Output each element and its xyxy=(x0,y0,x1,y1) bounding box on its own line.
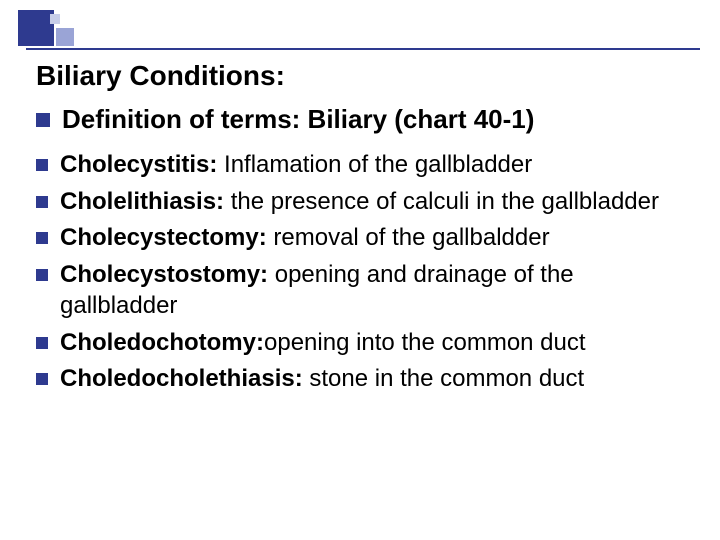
term: Cholecystostomy: xyxy=(60,261,268,288)
list-item: Choledocholethiasis: stone in the common… xyxy=(36,364,684,395)
definition-list: Cholecystitis: Inflamation of the gallbl… xyxy=(36,150,684,401)
square-bullet-icon xyxy=(36,337,48,349)
square-bullet-icon xyxy=(36,269,48,281)
slide: Biliary Conditions: Definition of terms:… xyxy=(0,0,720,540)
term: Choledocholethiasis: xyxy=(60,365,303,392)
definition: opening into the common duct xyxy=(264,329,586,356)
list-item: Cholecystostomy: opening and drainage of… xyxy=(36,260,684,321)
definition: stone in the common duct xyxy=(303,365,584,392)
deco-square-large xyxy=(18,10,54,46)
definition: the presence of calculi in the gallbladd… xyxy=(224,188,659,215)
list-item-body: Cholecystitis: Inflamation of the gallbl… xyxy=(60,150,532,181)
term: Cholecystitis: xyxy=(60,151,217,178)
term: Cholecystectomy: xyxy=(60,224,267,251)
list-item: Cholelithiasis: the presence of calculi … xyxy=(36,187,684,218)
term: Cholelithiasis: xyxy=(60,188,224,215)
definition: removal of the gallbaldder xyxy=(267,224,550,251)
horizontal-rule xyxy=(26,48,700,50)
definition: Inflamation of the gallbladder xyxy=(217,151,532,178)
list-item-body: Choledochotomy:opening into the common d… xyxy=(60,328,586,359)
square-bullet-icon xyxy=(36,373,48,385)
square-bullet-icon xyxy=(36,232,48,244)
subtitle-suffix: (chart 40-1) xyxy=(394,104,534,134)
list-item-body: Cholelithiasis: the presence of calculi … xyxy=(60,187,659,218)
list-item: Cholecystectomy: removal of the gallbald… xyxy=(36,223,684,254)
term: Choledochotomy: xyxy=(60,329,264,356)
subtitle-row: Definition of terms: Biliary (chart 40-1… xyxy=(36,104,534,135)
subtitle-prefix: Definition of terms: Biliary xyxy=(62,104,394,134)
slide-title: Biliary Conditions: xyxy=(36,60,285,92)
square-bullet-icon xyxy=(36,159,48,171)
deco-square-medium xyxy=(56,28,74,46)
list-item-body: Cholecystostomy: opening and drainage of… xyxy=(60,260,684,321)
list-item-body: Cholecystectomy: removal of the gallbald… xyxy=(60,223,550,254)
square-bullet-icon xyxy=(36,113,50,127)
list-item-body: Choledocholethiasis: stone in the common… xyxy=(60,364,584,395)
list-item: Cholecystitis: Inflamation of the gallbl… xyxy=(36,150,684,181)
deco-square-small xyxy=(50,14,60,24)
square-bullet-icon xyxy=(36,196,48,208)
list-item: Choledochotomy:opening into the common d… xyxy=(36,328,684,359)
subtitle-text: Definition of terms: Biliary (chart 40-1… xyxy=(62,104,534,135)
